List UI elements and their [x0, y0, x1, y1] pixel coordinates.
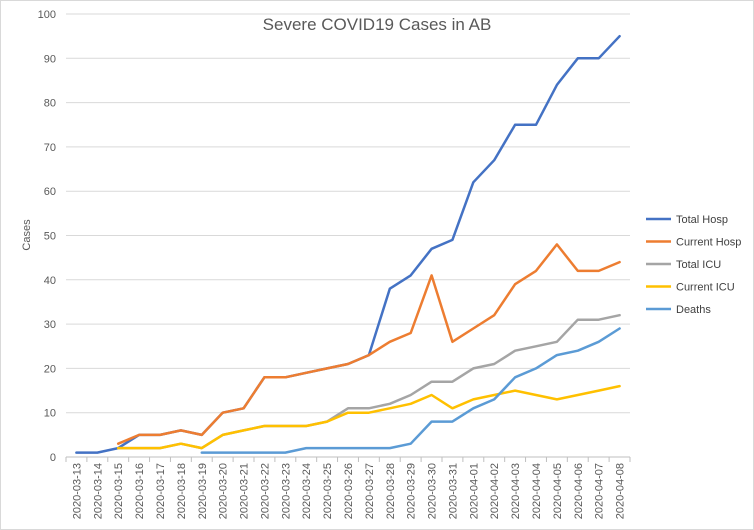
legend-label: Current ICU	[676, 282, 735, 294]
x-tick-label: 2020-03-14	[92, 463, 104, 519]
x-tick-label: 2020-03-13	[71, 463, 83, 519]
chart-title: Severe COVID19 Cases in AB	[263, 15, 492, 34]
legend-label: Total ICU	[676, 259, 721, 271]
x-tick-label: 2020-03-22	[259, 463, 271, 519]
series-lines	[75, 34, 621, 454]
x-tick-label: 2020-03-26	[343, 463, 355, 519]
gridlines	[66, 13, 630, 414]
y-tick-label: 90	[44, 53, 56, 65]
y-tick-label: 30	[44, 319, 56, 331]
x-tick-label: 2020-04-08	[615, 463, 627, 519]
y-tick-label: 20	[44, 363, 56, 375]
x-tick-label: 2020-03-20	[218, 463, 230, 519]
y-tick-label: 50	[44, 231, 56, 243]
y-axis-ticks: 0 10 20 30 40 50 60 70 80 90 100	[38, 9, 56, 464]
x-tick-label: 2020-03-27	[364, 463, 376, 519]
y-tick-label: 100	[38, 9, 56, 21]
x-tick-label: 2020-03-24	[301, 463, 313, 519]
x-tick-label: 2020-04-01	[468, 463, 480, 519]
legend-label: Total Hosp	[676, 214, 728, 226]
y-tick-label: 70	[44, 142, 56, 154]
x-tick-label: 2020-03-25	[322, 463, 334, 519]
y-tick-label: 60	[44, 186, 56, 198]
x-tick-label: 2020-03-30	[427, 463, 439, 519]
series-line	[75, 34, 621, 454]
series-line	[116, 313, 621, 450]
legend-label: Current Hosp	[676, 237, 741, 249]
x-tick-label: 2020-03-16	[134, 463, 146, 519]
x-tick-label: 2020-03-31	[447, 463, 459, 519]
x-tick-label: 2020-03-19	[197, 463, 209, 519]
legend: Total Hosp Current Hosp Total ICU Current I…	[646, 214, 741, 316]
x-tick-label: 2020-04-05	[552, 463, 564, 519]
x-tick-label: 2020-03-15	[113, 463, 125, 519]
x-tick-label: 2020-03-21	[239, 463, 251, 519]
y-tick-label: 0	[50, 452, 56, 464]
x-tick-label: 2020-03-29	[406, 463, 418, 519]
x-tick-label: 2020-03-17	[155, 463, 167, 519]
legend-label: Deaths	[676, 304, 711, 316]
x-tick-label: 2020-04-02	[489, 463, 501, 519]
x-tick-label: 2020-03-23	[280, 463, 292, 519]
y-tick-label: 40	[44, 275, 56, 287]
y-tick-label: 80	[44, 98, 56, 110]
x-axis-ticks: 2020-03-13 2020-03-14 2020-03-15 2020-03-16…	[65, 457, 631, 519]
x-tick-label: 2020-04-07	[594, 463, 606, 519]
x-tick-label: 2020-04-03	[510, 463, 522, 519]
y-tick-label: 10	[44, 408, 56, 420]
series-line	[116, 243, 621, 445]
series-line	[200, 327, 621, 454]
x-tick-label: 2020-04-04	[531, 463, 543, 519]
x-tick-label: 2020-03-18	[176, 463, 188, 519]
x-tick-label: 2020-03-28	[385, 463, 397, 519]
y-axis-label: Cases	[21, 219, 33, 251]
series-line	[116, 384, 621, 450]
x-tick-label: 2020-04-06	[573, 463, 585, 519]
